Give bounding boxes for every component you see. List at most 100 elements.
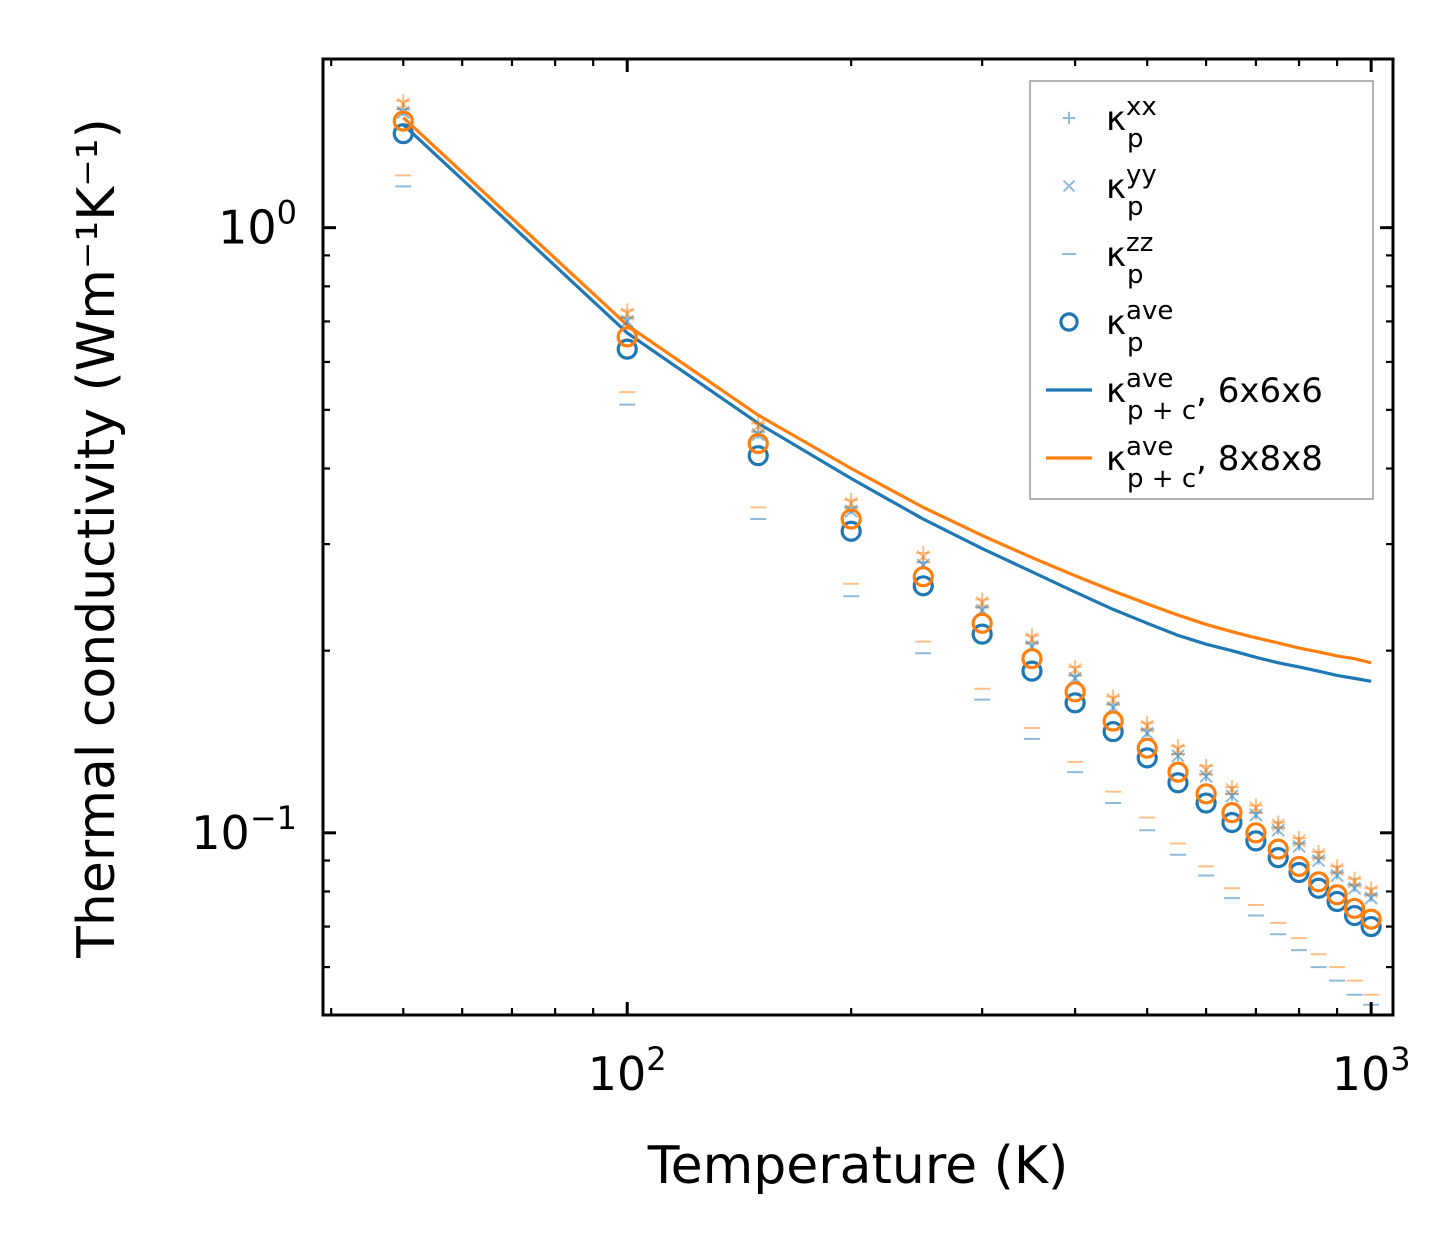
series-kappa_p_zz_8x8x8 [395,174,1380,996]
x-tick-base: 10 [588,1047,647,1101]
legend-subscript: p [1127,328,1144,358]
data-point-kappa_p_yy_8x8x8-750 [1271,818,1285,832]
data-point-kappa_p_xx_8x8x8-950 [1347,871,1362,886]
series-line-kappa_pc_ave_6x6x6 [402,123,1372,683]
data-point-kappa_p_ave_8x8x8-500 [1136,737,1158,759]
data-point-kappa_p_ave_6x6x6-450 [1102,720,1124,743]
data-point-kappa_p_yy_8x8x8-800 [1292,834,1306,848]
legend-subscript: p + c [1127,464,1196,494]
legend-label: κzz p [1106,228,1153,290]
legend-item: κave p + c, 6x6x6 [1046,364,1323,426]
legend-subscript: p [1127,192,1144,222]
data-point-kappa_p_yy_8x8x8-350 [1025,632,1039,646]
legend-marker-swatch [1062,179,1076,193]
legend-label: κave p [1106,296,1173,358]
series-line-kappa_pc_ave_8x8x8 [402,116,1372,665]
legend-label: κyy p [1106,160,1157,222]
legend-subscript: p [1127,124,1144,154]
data-point-kappa_p_ave_8x8x8-450 [1102,710,1124,732]
data-point-kappa_p_yy_8x8x8-150 [751,419,765,433]
data-point-kappa_p_yy_8x8x8-650 [1225,782,1239,797]
data-point-kappa_p_ave_6x6x6-300 [971,623,993,645]
data-point-kappa_p_ave_6x6x6-150 [747,445,769,467]
data-point-kappa_p_ave_6x6x6-700 [1245,830,1267,852]
plot-area [392,93,1382,1006]
legend-suffix: , 8x8x8 [1196,439,1323,479]
data-point-kappa_p_yy_6x6x6-600 [1199,769,1213,784]
legend-symbol: κ [1106,167,1126,207]
legend-superscript: xx [1126,92,1157,122]
data-point-kappa_p_ave_8x8x8-150 [747,432,769,455]
data-point-kappa_p_yy_8x8x8-300 [975,596,989,610]
legend-item: κave p + c, 8x8x8 [1046,432,1323,494]
y-tick-label: 100 [218,194,297,255]
data-point-kappa_p_ave_6x6x6-550 [1167,772,1189,794]
data-point-kappa_p_ave_6x6x6-50 [392,123,414,145]
data-point-kappa_p_yy_8x8x8-600 [1199,763,1213,777]
data-point-kappa_p_yy_8x8x8-450 [1106,692,1120,707]
data-point-kappa_p_yy_8x8x8-1000 [1364,884,1378,899]
data-point-kappa_p_ave_8x8x8-200 [840,508,862,530]
legend-suffix: , 6x6x6 [1196,371,1323,411]
legend-label: κave p + c, 8x8x8 [1106,432,1323,494]
data-point-kappa_p_ave_6x6x6-850 [1308,877,1330,899]
data-point-kappa_p_yy_8x8x8-50 [396,97,410,111]
y-tick-exp: 0 [277,194,297,232]
data-point-kappa_p_ave_8x8x8-550 [1167,761,1189,783]
data-point-kappa_p_yy_8x8x8-950 [1347,875,1362,889]
data-point-kappa_p_yy_8x8x8-850 [1311,848,1326,862]
data-point-kappa_p_ave_8x8x8-750 [1267,838,1289,860]
legend-superscript: zz [1126,228,1153,258]
y-axis-label: Thermal conductivity (Wm⁻¹K⁻¹) [67,118,127,959]
data-point-kappa_p_yy_8x8x8-900 [1330,862,1344,877]
legend-label: κxx p [1106,92,1157,154]
data-point-kappa_p_xx_8x8x8-450 [1106,689,1121,704]
legend-symbol: κ [1106,235,1126,275]
data-point-kappa_p_yy_8x8x8-550 [1171,743,1185,757]
y-tick-exp: −1 [250,799,297,837]
data-point-kappa_p_xx_8x8x8-750 [1271,815,1286,830]
data-point-kappa_p_yy_8x8x8-400 [1068,663,1082,677]
legend-symbol: κ [1106,99,1126,139]
y-tick-base: 10 [218,201,277,255]
legend-subscript: p + c [1127,396,1196,426]
legend-subscript: p [1127,260,1144,290]
data-point-kappa_p_xx_8x8x8-650 [1224,780,1239,795]
data-point-kappa_p_xx_8x8x8-50 [396,93,411,108]
plot-inner [392,93,1382,1006]
data-point-kappa_p_ave_8x8x8-100 [616,326,638,348]
x-tick-label: 102 [588,1040,667,1101]
data-point-kappa_p_yy_8x8x8-200 [844,496,858,511]
x-tick-base: 10 [1332,1047,1391,1101]
data-point-kappa_p_ave_6x6x6-1000 [1360,915,1382,938]
data-point-kappa_p_ave_6x6x6-250 [912,575,934,597]
data-point-kappa_p_yy_6x6x6-750 [1271,823,1285,837]
legend-superscript: yy [1126,160,1157,190]
x-axis-label: Temperature (K) [647,1136,1069,1196]
data-point-kappa_p_ave_8x8x8-800 [1288,855,1310,878]
x-tick-exp: 2 [646,1040,666,1078]
series-kappa_p_yy_8x8x8 [396,97,1378,899]
data-point-kappa_p_yy_6x6x6-900 [1330,868,1344,883]
legend-item: κzz p [1061,228,1153,290]
data-point-kappa_p_xx_8x8x8-900 [1330,859,1345,874]
data-point-kappa_p_ave_8x8x8-350 [1021,648,1043,670]
data-point-kappa_p_ave_6x6x6-500 [1136,747,1158,769]
data-point-kappa_p_ave_8x8x8-600 [1195,783,1217,805]
series-kappa_p_zz_6x6x6 [395,185,1380,1006]
legend-marker-swatch [1059,312,1079,332]
data-point-kappa_p_xx_8x8x8-850 [1311,844,1326,859]
data-point-kappa_p_xx_8x8x8-150 [751,416,766,431]
legend-symbol: κ [1106,439,1126,479]
data-point-kappa_p_yy_8x8x8-250 [916,549,930,564]
data-point-kappa_p_ave_8x8x8-1000 [1360,908,1382,930]
legend-item: κave p [1059,296,1173,358]
data-point-kappa_p_ave_8x8x8-400 [1064,681,1086,703]
y-tick-label: 10−1 [191,799,297,860]
data-point-kappa_p_ave_6x6x6-100 [616,338,638,360]
data-point-kappa_p_yy_6x6x6-950 [1347,881,1362,895]
data-point-kappa_p_ave_8x8x8-950 [1343,897,1366,920]
data-point-kappa_p_ave_6x6x6-900 [1326,890,1348,913]
